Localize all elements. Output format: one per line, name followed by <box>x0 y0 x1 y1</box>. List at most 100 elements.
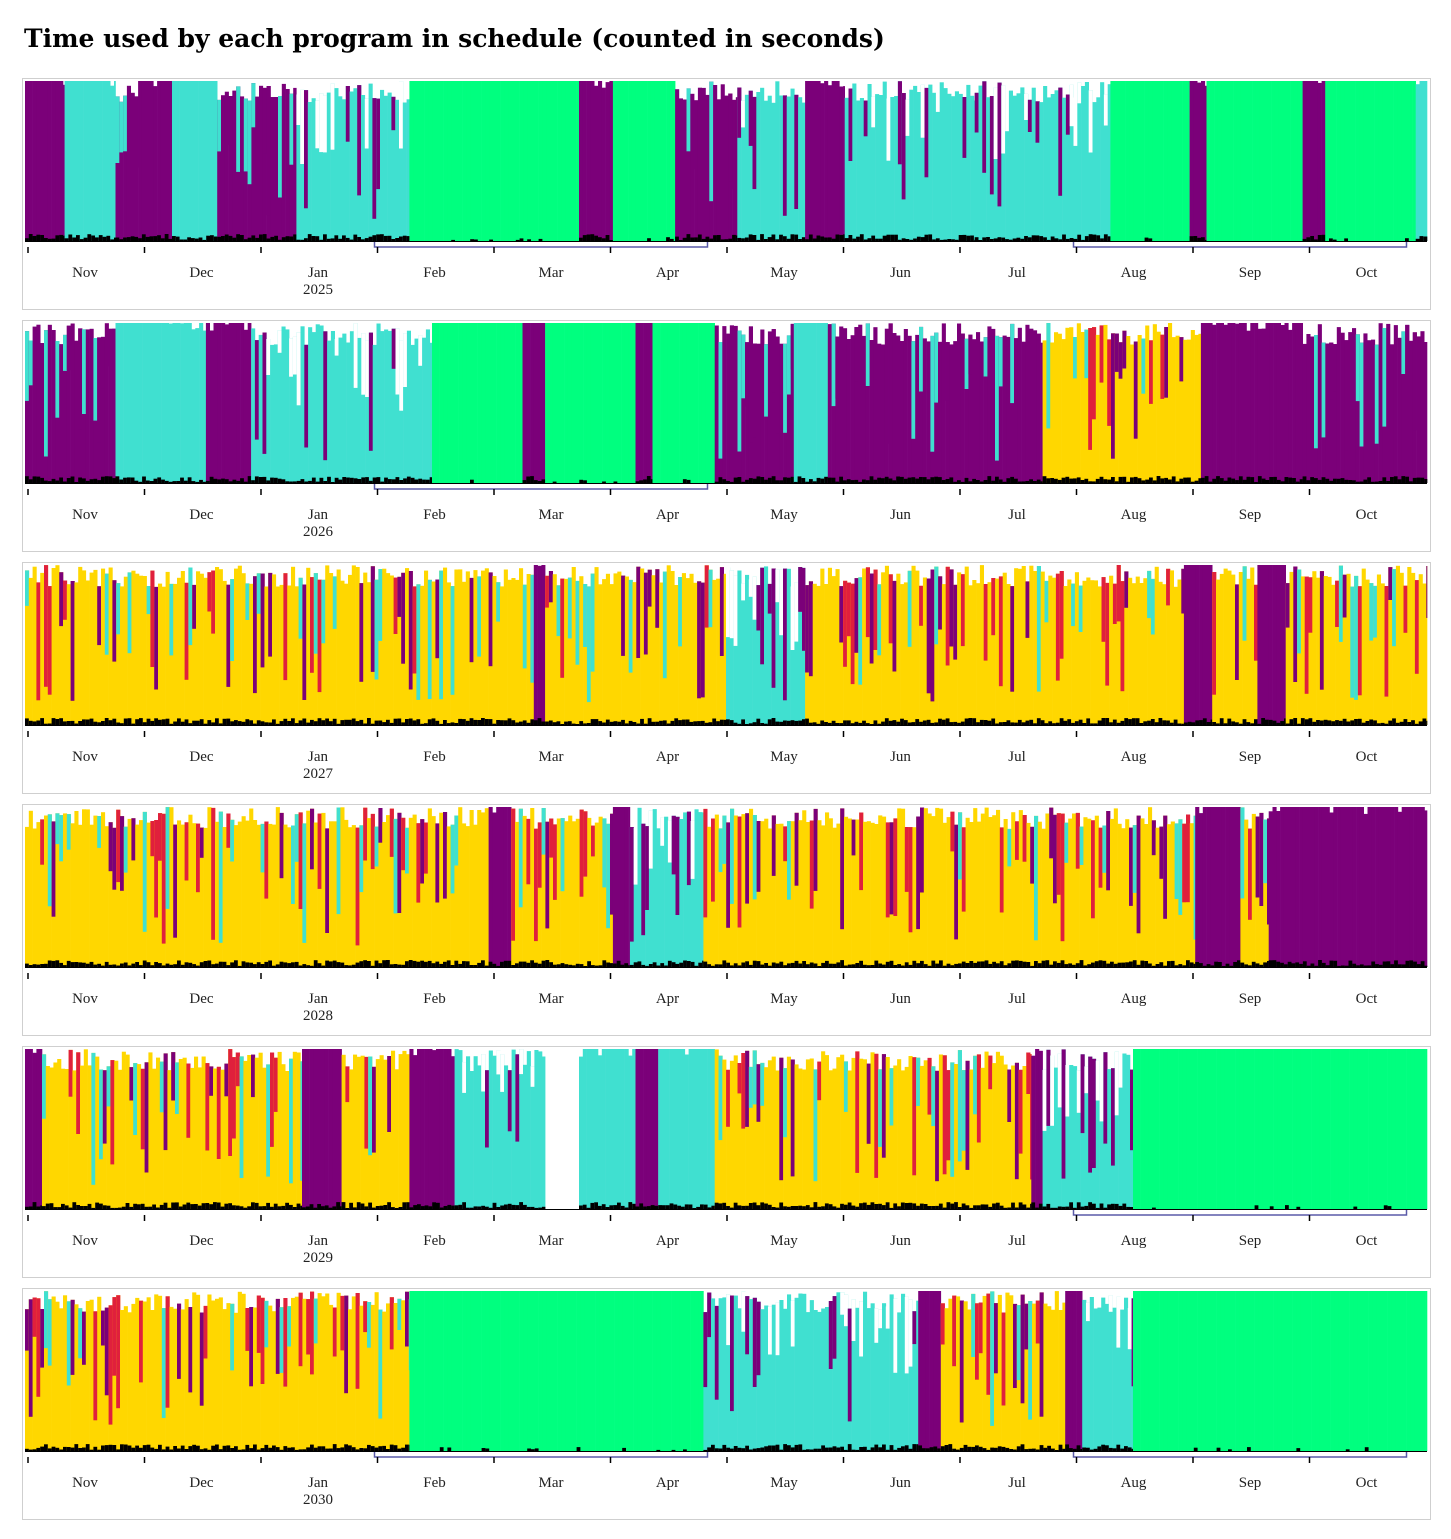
day-bar-black <box>666 723 671 725</box>
day-bar-black <box>429 477 433 483</box>
day-bar-black <box>1024 236 1029 241</box>
day-bar-gold <box>196 823 201 967</box>
day-bar-black <box>127 1445 132 1451</box>
day-bar-purple <box>32 1052 37 1209</box>
series-band-green <box>652 323 715 483</box>
day-bar-turquoise <box>889 1294 894 1451</box>
day-bar-turquoise <box>1102 825 1107 873</box>
day-bar-red <box>737 816 742 928</box>
day-bar-red <box>1120 581 1125 692</box>
day-bar-black <box>560 724 565 725</box>
day-bar-black <box>669 1203 674 1209</box>
day-bar-black <box>1107 1204 1112 1209</box>
day-bar-black <box>779 961 784 967</box>
day-bar-black <box>973 962 978 967</box>
day-bar-black <box>298 720 303 725</box>
day-bar-purple <box>1280 325 1285 483</box>
day-bar-turquoise <box>764 566 769 725</box>
day-bar-turquoise <box>243 98 248 172</box>
day-bar-black <box>469 1207 474 1209</box>
day-bar-turquoise <box>908 1299 913 1451</box>
day-bar-turquoise <box>408 1299 410 1371</box>
month-label-nov: Nov <box>72 507 98 523</box>
day-bar-turquoise <box>825 1307 830 1451</box>
day-bar-black <box>134 480 139 483</box>
day-bar-gold <box>287 827 292 967</box>
day-bar-green <box>1421 1291 1426 1451</box>
day-bar-gold <box>182 1057 187 1209</box>
day-bar-black <box>1190 481 1195 483</box>
day-bar-gold <box>1426 566 1428 725</box>
day-bar-black <box>1166 720 1171 725</box>
day-bar-gold <box>78 824 83 967</box>
day-bar-black <box>1338 720 1343 725</box>
day-bar-black <box>839 234 844 241</box>
day-bar-purple <box>1284 323 1289 483</box>
day-bar-gold <box>678 577 683 725</box>
day-bar-purple <box>1267 818 1269 925</box>
day-bar-purple <box>1189 81 1194 241</box>
day-bar-black <box>376 234 381 241</box>
day-bar-purple <box>391 96 396 131</box>
day-bar-turquoise <box>311 98 316 241</box>
day-bar-green <box>1163 81 1168 241</box>
day-bar-black <box>138 481 143 483</box>
day-bar-black <box>345 1208 350 1209</box>
day-bar-black <box>1082 1447 1087 1451</box>
day-bar-black <box>458 1204 463 1209</box>
day-bar-gold <box>142 1301 147 1451</box>
day-bar-black <box>1310 236 1315 241</box>
day-bar-purple <box>101 336 106 389</box>
day-bar-turquoise <box>522 584 527 669</box>
day-bar-turquoise <box>677 1049 682 1209</box>
day-bar-purple <box>798 567 803 612</box>
day-bar-gold <box>55 565 60 725</box>
day-bar-black <box>394 1208 399 1209</box>
day-bar-gold <box>351 825 356 967</box>
day-bar-black <box>217 479 222 483</box>
day-bar-turquoise <box>1035 101 1040 241</box>
day-bar-black <box>230 1448 235 1451</box>
day-bar-purple <box>851 819 856 856</box>
day-bar-green <box>1186 81 1190 241</box>
day-bar-black <box>654 1205 659 1209</box>
day-bar-black <box>997 1446 1002 1451</box>
day-bar-black <box>281 237 286 241</box>
day-bar-green <box>561 81 566 241</box>
day-bar-turquoise <box>106 1066 111 1107</box>
day-bar-gold <box>74 811 79 967</box>
day-bar-turquoise <box>805 323 810 483</box>
day-bar-turquoise <box>783 1068 788 1138</box>
day-bar-gold <box>401 1300 406 1451</box>
day-bar-black <box>47 481 52 483</box>
day-bar-turquoise <box>504 1065 509 1209</box>
day-bar-purple <box>953 584 958 660</box>
day-bar-green <box>439 323 444 483</box>
day-bar-black <box>960 481 965 483</box>
day-bar-black <box>344 1444 349 1451</box>
month-label-dec: Dec <box>189 749 213 765</box>
day-bar-black <box>716 721 721 725</box>
day-bar-turquoise <box>806 1312 811 1451</box>
day-bar-black <box>674 718 679 725</box>
day-bar-turquoise <box>176 323 181 483</box>
day-bar-turquoise <box>473 1056 478 1209</box>
day-bar-black <box>42 1206 47 1209</box>
day-bar-turquoise <box>628 579 633 673</box>
day-bar-gold <box>207 807 212 967</box>
day-bar-gold <box>1068 818 1073 967</box>
day-bar-gold <box>420 819 425 967</box>
day-bar-gold <box>1102 825 1107 967</box>
day-bar-black <box>1376 723 1381 725</box>
day-bar-black <box>858 722 863 725</box>
day-bar-purple <box>686 811 691 886</box>
day-bar-turquoise <box>733 1295 738 1451</box>
day-bar-gold <box>1316 577 1321 725</box>
day-bar-purple <box>1199 565 1204 725</box>
day-bar-black <box>340 1206 342 1209</box>
day-bar-black <box>827 722 832 725</box>
day-bar-gold <box>405 827 410 967</box>
day-bar-gold <box>549 818 554 967</box>
day-bar-purple <box>912 1311 917 1345</box>
day-bar-green <box>1391 1291 1396 1451</box>
